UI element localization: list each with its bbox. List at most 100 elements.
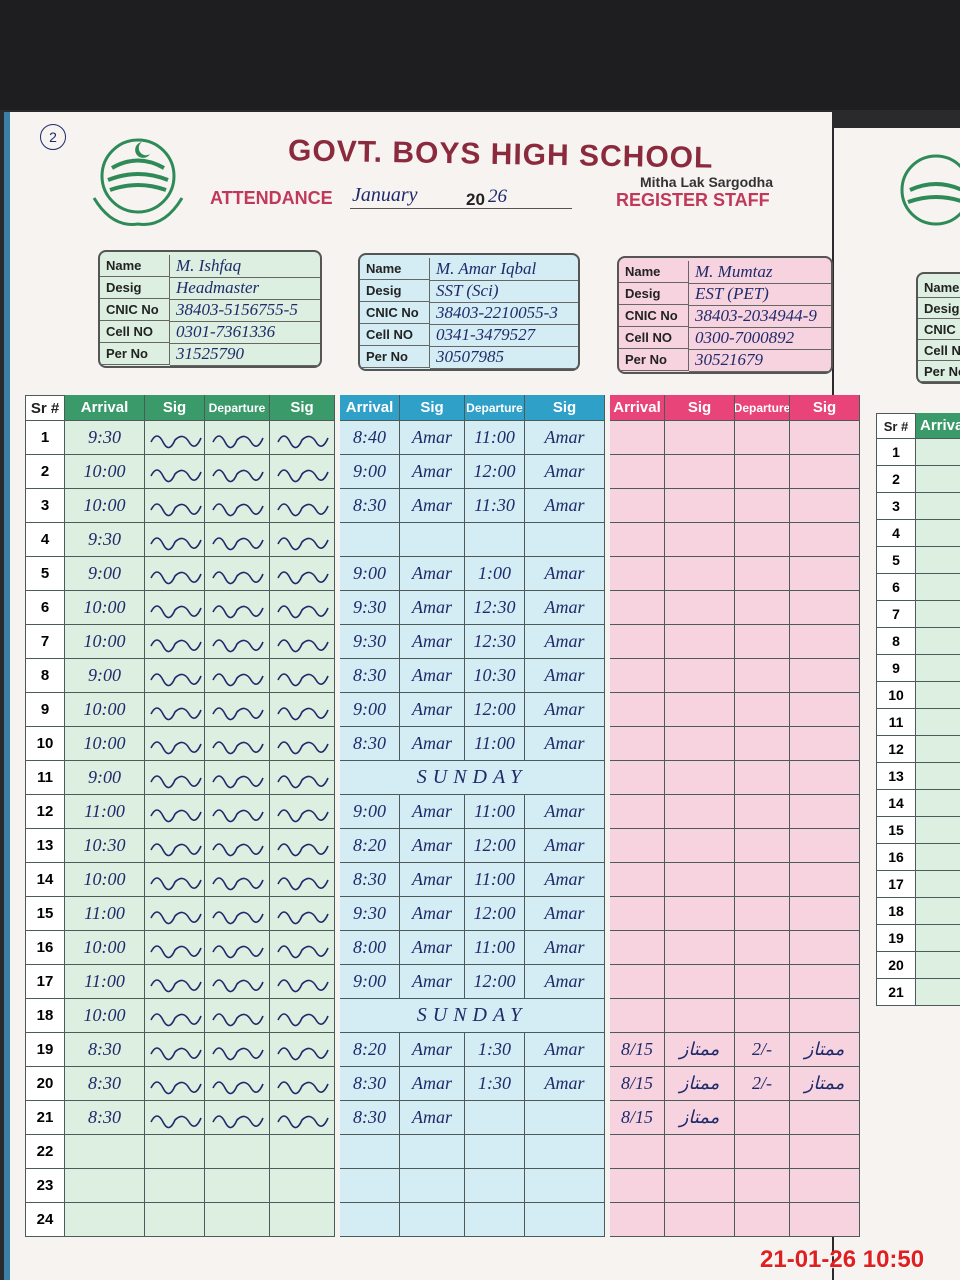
attendance-cell [205, 1033, 270, 1067]
attendance-cell: 9:00 [65, 761, 145, 795]
attendance-cell [145, 557, 205, 591]
attendance-cell [916, 466, 960, 493]
attendance-cell [205, 1169, 270, 1203]
attendance-cell: 10:00 [65, 591, 145, 625]
card-value: SST (Sci) [430, 280, 578, 303]
signature-scribble [277, 842, 329, 856]
attendance-cell [610, 999, 665, 1033]
attendance-cell [270, 1033, 335, 1067]
signature-scribble [149, 672, 202, 686]
sr-number: 6 [876, 574, 916, 601]
attendance-cell [610, 1135, 665, 1169]
attendance-cell [665, 863, 735, 897]
signature-scribble [277, 1046, 329, 1060]
sr-number: 13 [876, 763, 916, 790]
attendance-cell [400, 1135, 465, 1169]
attendance-cell: Amar [400, 455, 465, 489]
sr-number: 14 [876, 790, 916, 817]
attendance-cell: Amar [400, 863, 465, 897]
attendance-cell [665, 591, 735, 625]
attendance-cell [205, 999, 270, 1033]
attendance-cell: 10:00 [65, 455, 145, 489]
attendance-cell [145, 829, 205, 863]
signature-scribble [277, 706, 329, 720]
attendance-cell [525, 1135, 605, 1169]
attendance-cell: 10:00 [65, 489, 145, 523]
attendance-cell [145, 591, 205, 625]
attendance-cell [65, 1169, 145, 1203]
attendance-cell [610, 863, 665, 897]
attendance-cell [340, 1203, 400, 1237]
attendance-cell [205, 557, 270, 591]
attendance-cell: Amar [525, 931, 605, 965]
sr-number: 14 [25, 863, 65, 897]
signature-scribble [212, 672, 264, 686]
attendance-cell [610, 795, 665, 829]
signature-scribble [277, 978, 329, 992]
signature-scribble [212, 740, 264, 754]
signature-scribble [212, 570, 264, 584]
signature-scribble [277, 1080, 329, 1094]
attendance-cell: 9:30 [340, 591, 400, 625]
attendance-cell [145, 421, 205, 455]
attendance-cell [145, 897, 205, 931]
attendance-cell [145, 625, 205, 659]
staff-card: Name M. Ishfaq Desig Headmaster CNIC No 38403… [98, 250, 322, 368]
card-label: CNIC No [100, 299, 170, 321]
attendance-cell: 8:40 [340, 421, 400, 455]
attendance-cell: Amar [525, 829, 605, 863]
year-prefix: 20 [466, 190, 485, 209]
attendance-cell: 11:00 [465, 863, 525, 897]
attendance-cell [735, 489, 790, 523]
attendance-cell [270, 659, 335, 693]
attendance-cell [205, 625, 270, 659]
signature-scribble [149, 1114, 202, 1128]
attendance-cell [665, 693, 735, 727]
attendance-cell [735, 1203, 790, 1237]
background [0, 0, 960, 110]
attendance-cell: Amar [400, 897, 465, 931]
attendance-cell [525, 523, 605, 557]
attendance-cell: 8:30 [340, 659, 400, 693]
attendance-cell [610, 1169, 665, 1203]
attendance-cell [610, 557, 665, 591]
attendance-cell: 10:00 [65, 727, 145, 761]
attendance-cell [735, 761, 790, 795]
attendance-cell [610, 727, 665, 761]
attendance-cell [205, 761, 270, 795]
signature-scribble [277, 876, 329, 890]
page-number: 2 [40, 124, 66, 150]
card-label: Name [100, 255, 170, 277]
signature-scribble [277, 944, 329, 958]
attendance-cell [610, 761, 665, 795]
attendance-cell: 12:00 [465, 829, 525, 863]
attendance-cell [205, 795, 270, 829]
sr-number: 20 [876, 952, 916, 979]
signature-scribble [212, 1114, 264, 1128]
attendance-cell: 8/15 [610, 1033, 665, 1067]
attendance-cell: 10:30 [465, 659, 525, 693]
attendance-cell [665, 965, 735, 999]
attendance-cell [145, 999, 205, 1033]
attendance-cell [790, 829, 860, 863]
signature-scribble [277, 638, 329, 652]
attendance-cell: 12:30 [465, 625, 525, 659]
attendance-cell [145, 455, 205, 489]
attendance-cell: 11:00 [465, 795, 525, 829]
attendance-cell [340, 523, 400, 557]
attendance-cell [610, 931, 665, 965]
signature-scribble [212, 774, 264, 788]
attendance-cell: 12:00 [465, 965, 525, 999]
attendance-cell [465, 1135, 525, 1169]
column-header: Arrival [610, 395, 665, 421]
attendance-cell [205, 897, 270, 931]
attendance-cell [665, 659, 735, 693]
attendance-cell: 11:00 [465, 727, 525, 761]
column-header: Departure [205, 395, 270, 421]
card-value: 38403-5156755-5 [170, 299, 320, 322]
sr-number: 7 [876, 601, 916, 628]
attendance-cell [916, 925, 960, 952]
attendance-cell [145, 1169, 205, 1203]
signature-scribble [149, 502, 202, 516]
attendance-cell [790, 965, 860, 999]
